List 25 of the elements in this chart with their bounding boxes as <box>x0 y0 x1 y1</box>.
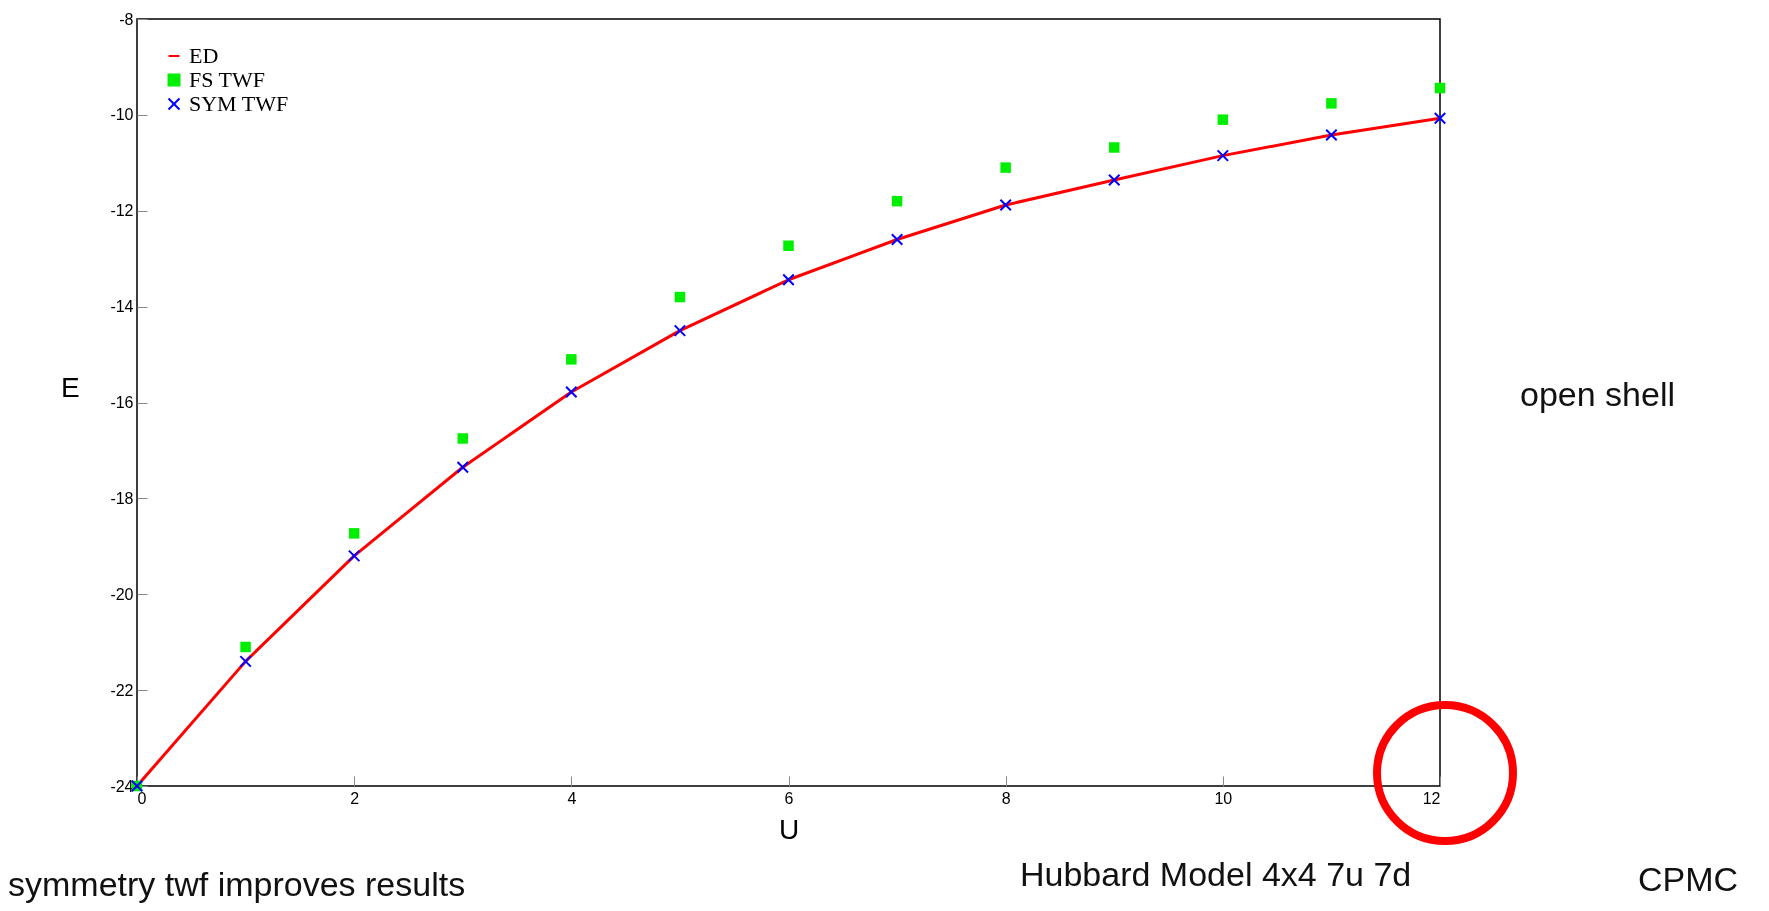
legend-label: SYM TWF <box>189 91 289 116</box>
y-tick-label: -16 <box>110 394 134 411</box>
y-tick-label: -10 <box>110 106 134 124</box>
text: open shell <box>1520 375 1676 414</box>
x-tick-label: 6 <box>784 789 794 807</box>
x-tick-label: 12 <box>1422 789 1441 807</box>
legend-label: ED <box>189 43 219 68</box>
y-tick-label: -20 <box>110 585 134 603</box>
y-tick-label: -12 <box>110 202 134 220</box>
y-tick-label: -24 <box>110 777 134 795</box>
text: CPMC <box>1638 860 1739 899</box>
y-tick-label: -22 <box>110 681 134 699</box>
x-tick-label: 2 <box>350 789 360 807</box>
x-tick-label: 4 <box>567 789 577 807</box>
y-tick-label: -8 <box>119 10 134 28</box>
y-tick-label: -14 <box>110 298 134 316</box>
x-tick-label: 10 <box>1214 789 1233 807</box>
legend-label: FS TWF <box>189 67 266 92</box>
x-tick-label: 8 <box>1001 789 1011 807</box>
x-tick-label: 0 <box>137 789 147 807</box>
text: symmetry twf improves results <box>8 865 466 904</box>
x-axis-title: U <box>778 813 800 845</box>
y-tick-label: -18 <box>110 489 134 507</box>
text: Hubbard Model 4x4 7u 7d <box>1020 855 1412 894</box>
y-axis-title: E <box>61 372 80 403</box>
